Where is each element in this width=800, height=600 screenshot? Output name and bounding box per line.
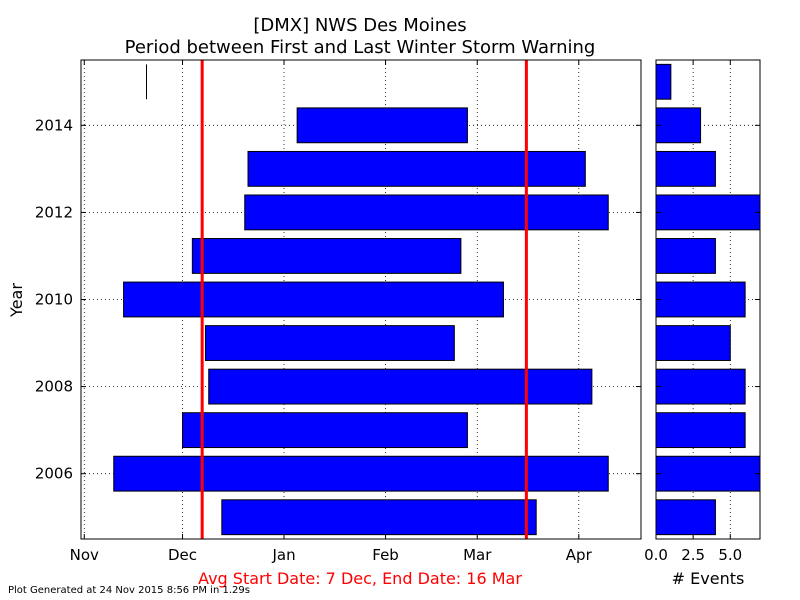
average-lines xyxy=(200,60,528,539)
period-bar xyxy=(113,455,609,492)
period-bar xyxy=(191,238,462,274)
events-x-tick-label: 0.0 xyxy=(644,546,668,564)
y-tick-label: 2008 xyxy=(35,378,73,396)
x-tick-label: Feb xyxy=(372,546,399,564)
events-x-tick-label: 2.5 xyxy=(681,546,705,564)
y-tick-label: 2010 xyxy=(35,291,73,309)
chart-title-line-2: Period between First and Last Winter Sto… xyxy=(125,37,596,58)
events-bar xyxy=(655,150,716,187)
period-bar xyxy=(296,107,468,144)
main-bars xyxy=(113,64,609,536)
events-bar xyxy=(655,412,746,449)
x-tick-label: Dec xyxy=(168,546,197,564)
period-bar xyxy=(244,194,609,231)
x-tick-label: Nov xyxy=(70,546,99,564)
avg-dates-caption: Avg Start Date: 7 Dec, End Date: 16 Mar xyxy=(198,569,522,588)
events-axis-ticks: 0.0 2.5 5.0 xyxy=(644,60,760,564)
events-bars xyxy=(655,63,761,536)
main-axis-ticks: Nov Dec Jan Feb Mar Apr 2006 2008 2010 2012 2014 xyxy=(35,60,641,564)
events-x-axis-label: # Events xyxy=(672,569,745,588)
y-axis-label: Year xyxy=(7,283,26,318)
plot-generated-note: Plot Generated at 24 Nov 2015 8:56 PM in… xyxy=(8,585,250,596)
events-bar xyxy=(655,455,761,492)
events-bar xyxy=(655,325,731,361)
x-tick-label: Apr xyxy=(566,546,593,564)
events-x-tick-label: 5.0 xyxy=(718,546,742,564)
period-bar xyxy=(247,150,586,187)
y-tick-label: 2012 xyxy=(35,203,73,221)
events-bar xyxy=(655,281,746,318)
period-bar xyxy=(221,499,537,536)
events-bar xyxy=(655,107,702,144)
x-tick-label: Mar xyxy=(463,546,492,564)
events-bar xyxy=(655,499,716,536)
events-bar xyxy=(655,63,672,100)
period-bar xyxy=(208,368,593,405)
events-bar xyxy=(655,238,716,274)
events-bar xyxy=(655,194,761,231)
y-tick-label: 2014 xyxy=(35,116,73,134)
period-bar xyxy=(182,412,468,449)
x-tick-label: Jan xyxy=(271,546,295,564)
period-bar xyxy=(204,325,455,361)
period-bar xyxy=(123,281,504,318)
events-bar xyxy=(655,368,746,405)
y-tick-label: 2006 xyxy=(35,465,73,483)
chart-title-line-1: [DMX] NWS Des Moines xyxy=(253,15,466,36)
